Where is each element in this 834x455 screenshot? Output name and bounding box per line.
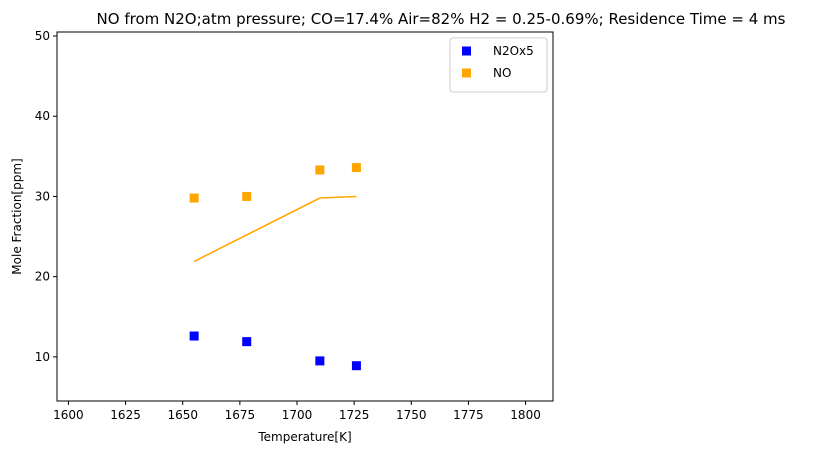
- x-tick-label: 1600: [53, 408, 84, 422]
- plot-area: [189, 163, 361, 371]
- legend-label: NO: [493, 66, 511, 80]
- data-point-n2ox5: [242, 337, 252, 347]
- y-axis-label: Mole Fraction[ppm]: [10, 158, 24, 274]
- y-tick-label: 50: [35, 29, 50, 43]
- x-tick-label: 1775: [453, 408, 484, 422]
- legend-marker: [462, 68, 471, 78]
- data-point-no: [189, 193, 199, 203]
- legend: N2Ox5 NO: [449, 37, 548, 93]
- legend-marker: [462, 46, 471, 56]
- data-point-n2ox5: [315, 356, 325, 366]
- x-tick-label: 1800: [510, 408, 541, 422]
- series-line: [193, 195, 357, 263]
- x-axis-label: Temperature[K]: [257, 430, 351, 444]
- x-axis: 1600 1625 1650 1675 1700 1725 1750 1775 1800: [53, 401, 541, 422]
- data-point-no: [242, 191, 252, 201]
- y-tick-label: 20: [35, 270, 50, 284]
- y-tick-label: 10: [35, 350, 50, 364]
- legend-frame: [449, 37, 548, 93]
- legend-label: N2Ox5: [493, 44, 534, 58]
- data-point-no: [315, 165, 325, 175]
- chart-title: NO from N2O;atm pressure; CO=17.4% Air=8…: [97, 10, 786, 28]
- x-tick-label: 1650: [167, 408, 198, 422]
- data-point-n2ox5: [351, 361, 361, 371]
- data-point-no: [351, 163, 361, 173]
- x-tick-label: 1675: [225, 408, 256, 422]
- data-point-n2ox5: [189, 331, 199, 341]
- plot-frame: [56, 31, 554, 402]
- x-tick-label: 1700: [282, 408, 313, 422]
- x-tick-label: 1725: [339, 408, 370, 422]
- x-tick-label: 1625: [110, 408, 141, 422]
- y-axis: 10 20 30 40 50: [35, 29, 57, 364]
- x-tick-label: 1750: [396, 408, 427, 422]
- y-tick-label: 30: [35, 189, 50, 203]
- y-tick-label: 40: [35, 109, 50, 123]
